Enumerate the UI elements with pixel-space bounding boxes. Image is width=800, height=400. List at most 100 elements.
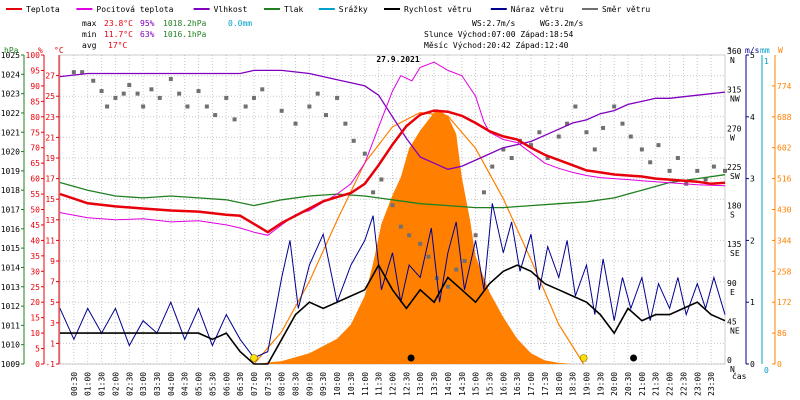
wind-direction-point xyxy=(99,89,104,94)
direction-name-label: N xyxy=(730,56,735,65)
wind-direction-point xyxy=(141,104,146,109)
pressure-tick-label: 1009 xyxy=(1,360,20,369)
humidity-tick-label: 25 xyxy=(30,283,40,292)
solar-max-curve xyxy=(253,111,585,365)
humidity-tick-label: 0 xyxy=(35,360,40,369)
x-tick-label: 23:00 xyxy=(693,372,702,396)
humidity-line xyxy=(59,69,726,170)
wind-direction-point xyxy=(620,121,625,126)
wind-direction-point xyxy=(213,113,218,118)
wind-direction-point xyxy=(556,134,561,139)
wind-direction-point xyxy=(71,70,76,75)
wind-tick-label: 1 xyxy=(750,298,755,307)
legend-label: Náraz větru xyxy=(511,5,564,14)
sunrise-marker xyxy=(250,354,258,362)
x-tick-label: 10:00 xyxy=(333,372,342,396)
wind-direction-point xyxy=(584,130,589,135)
stats-avg-label: avg xyxy=(82,41,97,50)
wind-direction-point xyxy=(243,104,248,109)
legend-label: Vlhkost xyxy=(214,5,248,14)
x-tick-label: 02:00 xyxy=(111,372,120,396)
temperature-tick-label: -1 xyxy=(45,360,55,369)
x-tick-label: 04:30 xyxy=(181,372,190,396)
x-tick-label: 17:00 xyxy=(527,372,536,396)
wind-tick-label: 0 xyxy=(750,360,755,369)
wind-direction-point xyxy=(545,156,550,160)
wind-direction-point xyxy=(418,241,423,246)
pressure-tick-label: 1011 xyxy=(1,321,20,330)
x-tick-label: 11:00 xyxy=(361,372,370,396)
x-tick-label: 13:30 xyxy=(430,372,439,396)
stats-min-hum: 63% xyxy=(140,30,155,39)
x-tick-label: 20:30 xyxy=(624,372,633,396)
feels-like-line xyxy=(59,61,726,236)
wind-direction-point xyxy=(407,233,412,238)
solar-tick-label: 258 xyxy=(777,267,792,276)
stats-min-label: min xyxy=(82,30,97,39)
legend-label: Tlak xyxy=(284,5,303,14)
legend-label: Srážky xyxy=(339,5,368,14)
pressure-tick-label: 1019 xyxy=(1,167,20,176)
humidity-tick-label: 70 xyxy=(30,144,40,153)
x-tick-label: 03:00 xyxy=(139,372,148,396)
wind-direction-point xyxy=(343,121,348,126)
direction-name-label: NW xyxy=(730,95,740,104)
wind-direction-point xyxy=(293,121,298,126)
moonset-marker xyxy=(407,354,415,362)
wind-direction-point xyxy=(157,95,162,100)
temperature-tick-label: 1 xyxy=(50,339,55,348)
stats-sun: Slunce Východ:07:00 Západ:18:54 xyxy=(424,30,573,39)
wind-tick-label: 4 xyxy=(750,113,755,122)
sun-moon-markers xyxy=(250,354,638,362)
sunset-marker xyxy=(579,354,588,362)
temperature-tick-label: 17 xyxy=(45,175,55,184)
humidity-tick-label: 55 xyxy=(30,190,40,199)
pressure-tick-label: 1014 xyxy=(1,263,20,272)
precip-tick-label: 1 xyxy=(764,57,769,66)
x-tick-label: 19:30 xyxy=(596,372,605,396)
x-tick-label: 20:00 xyxy=(610,372,619,396)
wind-direction-point xyxy=(324,113,328,118)
legend-label: Pocitová teplota xyxy=(96,5,173,14)
direction-tick-label: 135 xyxy=(727,240,742,249)
x-tick-label: 14:30 xyxy=(458,372,467,396)
x-tick-label: 01:00 xyxy=(84,372,93,396)
direction-name-label: S xyxy=(730,211,735,220)
stats-ws: WS:2.7m/s xyxy=(472,19,516,28)
wind-direction-point xyxy=(196,89,201,94)
solar-tick-label: 86 xyxy=(777,329,787,338)
wind-direction-point xyxy=(398,224,403,229)
precip-axis-unit: mm xyxy=(760,46,770,55)
direction-name-label: E xyxy=(730,288,735,297)
x-tick-label: 07:30 xyxy=(264,372,273,396)
wind-direction-point xyxy=(628,134,633,139)
legend-label: Směr větru xyxy=(602,5,650,14)
direction-name-label: W xyxy=(730,133,735,142)
solar-tick-label: 0 xyxy=(777,360,782,369)
wind-tick-label: 2 xyxy=(750,236,755,245)
stats-max-press: 1018.2hPa xyxy=(163,19,207,28)
temperature-tick-label: 5 xyxy=(50,298,55,307)
wind-gust-line xyxy=(59,203,726,359)
x-tick-label: 23:30 xyxy=(707,372,716,396)
humidity-tick-label: 65 xyxy=(30,159,40,168)
solar-tick-label: 774 xyxy=(777,82,792,91)
wind-direction-point xyxy=(224,95,229,100)
humidity-tick-label: 80 xyxy=(30,113,40,122)
x-tick-label: 11:30 xyxy=(375,372,384,396)
wind-direction-point xyxy=(351,138,356,143)
wind-direction-point xyxy=(113,95,118,100)
wind-direction-point xyxy=(454,267,459,272)
temperature-tick-label: 11 xyxy=(45,236,55,245)
humidity-tick-label: 10 xyxy=(30,329,40,338)
wind-direction-point xyxy=(529,143,534,148)
wind-direction-point xyxy=(127,83,132,88)
solar-radiation-area-fill xyxy=(253,108,573,365)
wind-direction-point xyxy=(711,164,716,169)
x-tick-label: 00:30 xyxy=(70,372,79,396)
direction-tick-label: 270 xyxy=(727,124,742,133)
x-tick-label: 14:00 xyxy=(444,372,453,396)
wind-direction-point xyxy=(177,91,182,96)
x-tick-label: 08:30 xyxy=(292,372,301,396)
wind-tick-label: 5 xyxy=(750,51,755,60)
